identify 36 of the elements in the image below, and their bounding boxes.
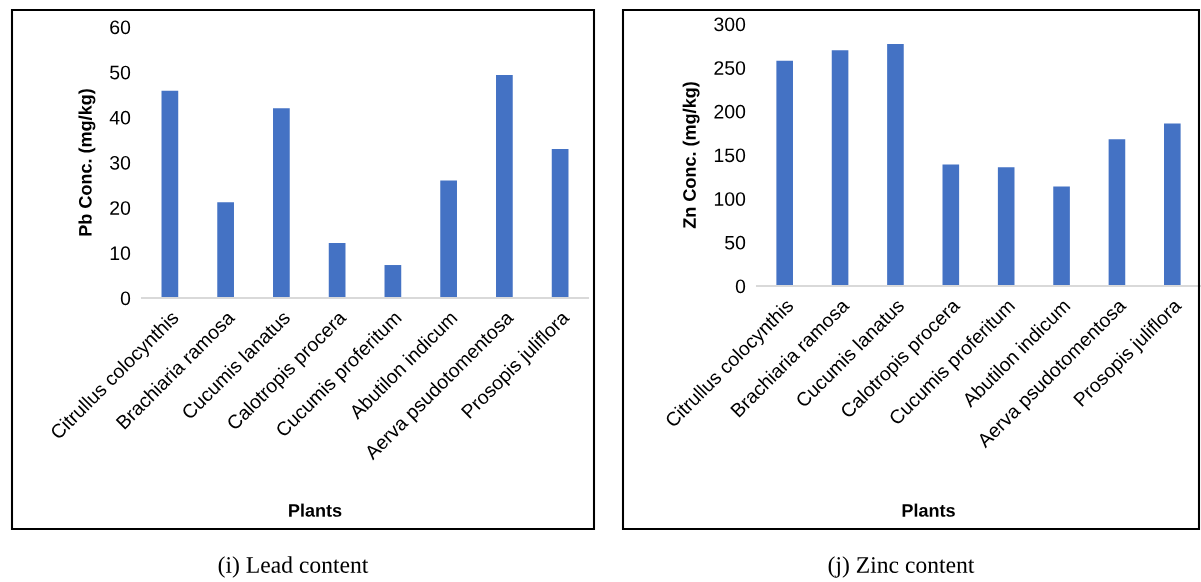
- y-tick-label: 0: [120, 291, 131, 306]
- y-tick-label: 0: [735, 279, 746, 294]
- bar: [328, 242, 346, 298]
- y-tick-label: 10: [110, 246, 131, 261]
- x-axis-title: Plants: [289, 503, 342, 517]
- bar: [831, 50, 849, 286]
- bar: [776, 60, 793, 286]
- y-tick-label: 40: [109, 110, 131, 125]
- text: (j) Zinc content: [828, 556, 975, 578]
- y-tick-label: 200: [714, 104, 746, 119]
- bar: [217, 202, 234, 298]
- y-tick-label: 20: [110, 201, 131, 215]
- bar: [440, 180, 457, 298]
- bar: [1164, 123, 1181, 286]
- y-tick-label: 30: [110, 155, 131, 170]
- bar: [273, 108, 290, 298]
- bar: [887, 44, 904, 286]
- bar: [997, 167, 1015, 286]
- y-tick-label: 250: [714, 61, 746, 75]
- bar: [1053, 186, 1070, 286]
- y-axis-title: Pb Conc. (mg/kg): [78, 89, 96, 236]
- bar: [161, 90, 179, 298]
- bar: [942, 164, 960, 286]
- y-tick-label: 300: [714, 17, 746, 32]
- y-tick-label: 100: [714, 192, 746, 206]
- y-axis-title: Zn Conc. (mg/kg): [682, 82, 700, 229]
- y-tick-label: 50: [725, 235, 746, 250]
- bar: [1108, 139, 1126, 286]
- bar: [551, 148, 569, 298]
- bar: [384, 265, 402, 298]
- y-tick-label: 150: [714, 148, 746, 163]
- y-tick-label: 50: [110, 65, 131, 80]
- bar: [496, 74, 513, 298]
- x-axis-title: Plants: [902, 503, 955, 517]
- y-tick-label: 60: [110, 20, 131, 35]
- text: (i) Lead content: [218, 556, 369, 578]
